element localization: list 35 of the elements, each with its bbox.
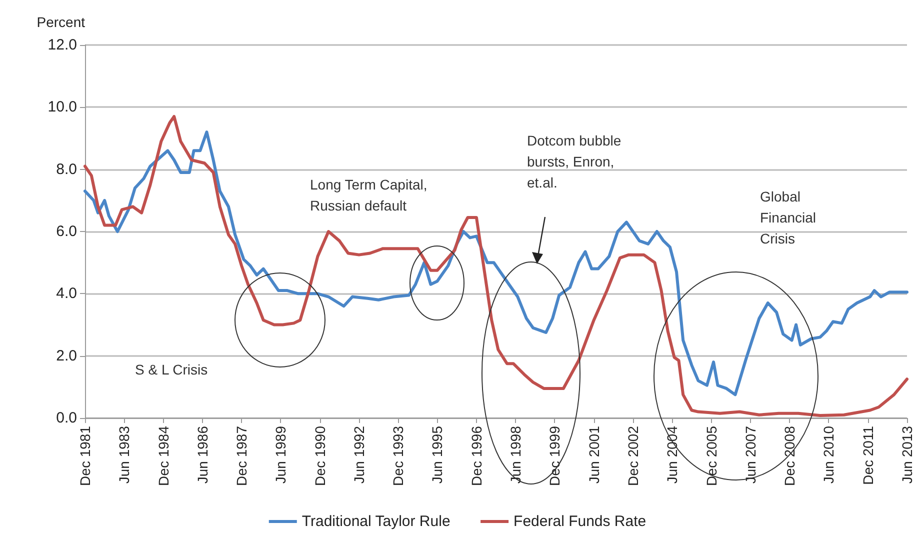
x-tick-label: Dec 1996: [468, 426, 484, 486]
x-tick-label: Dec 1987: [234, 426, 250, 486]
annotation: S & L Crisis: [135, 362, 208, 378]
x-tick-label: Jun 1986: [194, 426, 210, 484]
legend-label: Traditional Taylor Rule: [302, 513, 450, 530]
x-tick-label: Dec 1984: [155, 426, 172, 486]
x-tick-label: Dec 1999: [546, 426, 563, 486]
x-tick-label: Dec 1993: [390, 426, 406, 486]
y-tick-label: 2.0: [56, 347, 77, 364]
x-tick-label: Jun 1992: [351, 426, 367, 484]
y-tick-label: 10.0: [48, 98, 77, 116]
y-tick-label: 12.0: [48, 36, 77, 54]
x-tick-label: Jun 2001: [586, 426, 602, 484]
legend-label: Federal Funds Rate: [514, 513, 646, 530]
y-tick-label: 6.0: [56, 223, 77, 240]
x-tick-label: Dec 2005: [703, 426, 720, 486]
x-tick-label: Jun 1995: [429, 426, 446, 484]
x-tick-label: Jun 2010: [820, 426, 837, 484]
y-axis-title: Percent: [36, 14, 86, 30]
y-tick-label: 0.0: [56, 410, 77, 426]
x-tick-label: Jun 2013: [899, 426, 915, 484]
x-tick-label: Dec 1990: [312, 426, 328, 486]
x-tick-label: Dec 2008: [782, 426, 798, 486]
x-tick-label: Jun 1989: [272, 426, 289, 484]
x-tick-label: Dec 1981: [77, 426, 93, 486]
x-tick-label: Dec 2002: [625, 426, 641, 486]
x-tick-label: Jun 2004: [664, 426, 680, 484]
x-tick-label: Dec 2011: [860, 426, 876, 485]
annotation: Long Term Capital, Russian default: [310, 176, 428, 214]
y-tick-label: 8.0: [56, 160, 77, 178]
annotation: Global Financial Crisis: [760, 188, 816, 246]
x-tick-label: Jun 1983: [116, 426, 132, 484]
x-tick-label: Jun 1998: [508, 426, 524, 484]
annotation: Dotcom bubble bursts, Enron, et.al.: [527, 132, 622, 190]
y-tick-label: 4.0: [56, 285, 77, 302]
